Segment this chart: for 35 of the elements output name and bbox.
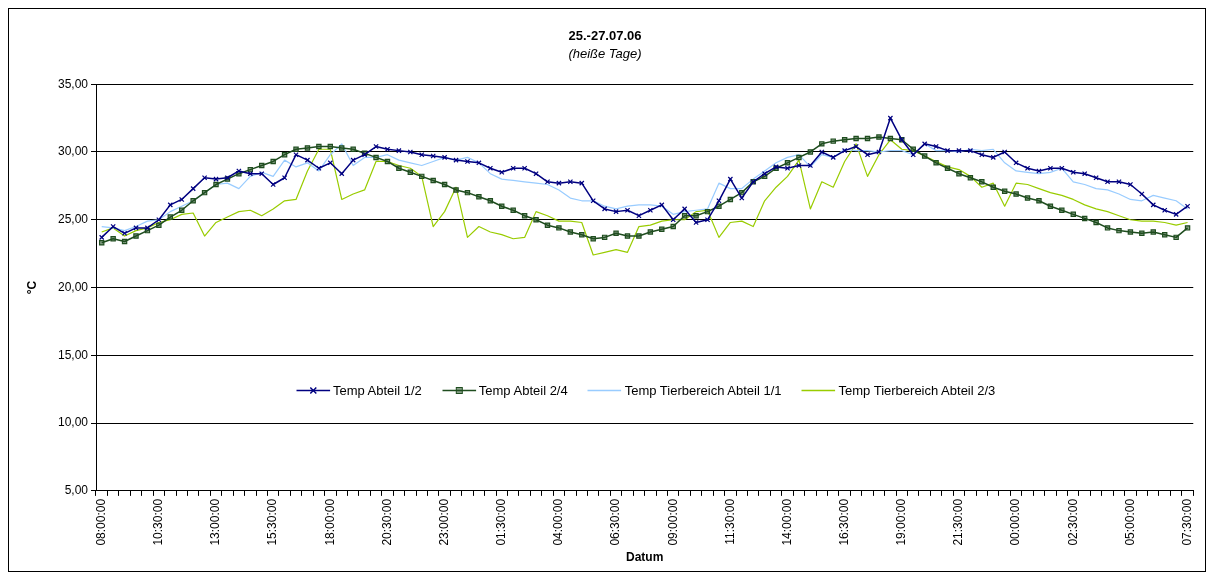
chart-subtitle: (heiße Tage) xyxy=(568,46,642,62)
legend-label: Temp Tierbereich Abteil 1/1 xyxy=(624,382,782,398)
x-tick-label: 23:00:00 xyxy=(436,498,451,546)
x-tick-label: 14:00:00 xyxy=(779,498,794,546)
x-tick-label: 00:00:00 xyxy=(1008,498,1023,546)
legend-label: Temp Abteil 1/2 xyxy=(332,382,422,398)
x-tick-label: 11:30:00 xyxy=(722,498,737,545)
x-tick-label: 21:30:00 xyxy=(951,498,966,546)
legend-label: Temp Abteil 2/4 xyxy=(478,382,568,398)
y-tick-label: 10,00 xyxy=(57,415,89,430)
x-tick-label: 19:00:00 xyxy=(894,498,909,546)
x-tick-label: 01:30:00 xyxy=(494,498,509,546)
y-tick-label: 30,00 xyxy=(57,144,89,159)
x-tick-label: 06:30:00 xyxy=(608,498,623,546)
x-tick-label: 09:00:00 xyxy=(665,498,680,546)
x-tick-label: 13:00:00 xyxy=(208,498,223,546)
y-tick-label: 5,00 xyxy=(64,483,89,498)
y-tick-label: 35,00 xyxy=(57,76,89,91)
y-tick-label: 15,00 xyxy=(57,347,89,362)
x-axis-title: Datum xyxy=(625,550,664,565)
x-tick-label: 10:30:00 xyxy=(151,498,166,546)
x-tick-label: 08:00:00 xyxy=(94,498,109,546)
y-axis-title: °C xyxy=(24,280,39,295)
legend-label: Temp Tierbereich Abteil 2/3 xyxy=(838,382,996,398)
x-tick-label: 16:30:00 xyxy=(836,498,851,546)
x-tick-label: 07:30:00 xyxy=(1179,498,1194,546)
x-tick-label: 02:30:00 xyxy=(1065,498,1080,546)
x-tick-label: 20:30:00 xyxy=(379,498,394,546)
chart-title: 25.-27.07.06 xyxy=(568,28,642,44)
y-tick-label: 20,00 xyxy=(57,279,89,294)
x-tick-label: 05:00:00 xyxy=(1122,498,1137,546)
x-tick-label: 18:00:00 xyxy=(322,498,337,546)
x-tick-label: 15:30:00 xyxy=(265,498,280,546)
y-tick-label: 25,00 xyxy=(57,212,89,227)
x-tick-label: 04:00:00 xyxy=(551,498,566,546)
